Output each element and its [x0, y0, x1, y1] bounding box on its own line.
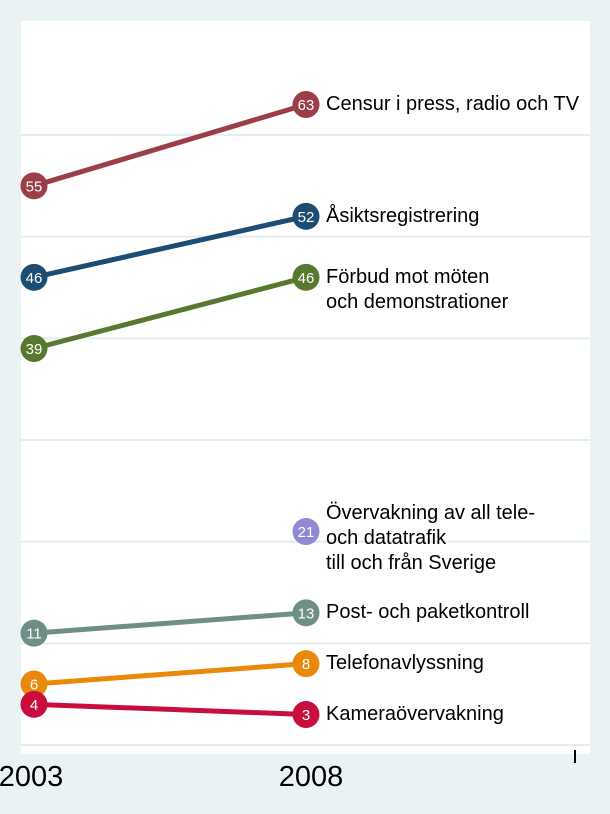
x-axis-tick [574, 750, 576, 763]
data-point-value: 4 [30, 697, 38, 714]
data-point-value: 11 [26, 626, 42, 643]
data-point-2008 [292, 700, 320, 728]
series-label-line: Åsiktsregistrering [326, 204, 480, 227]
series-line [33, 610, 307, 636]
data-point-value: 3 [302, 707, 310, 724]
series-label-line: Telefonavlyssning [326, 652, 484, 675]
series-label-line: och demonstrationer [326, 290, 509, 313]
data-point-value: 6 [30, 676, 38, 693]
data-point-2003 [20, 670, 48, 698]
series-line [33, 102, 307, 189]
data-point-2003 [20, 263, 48, 291]
series-label-line: och datatrafik [326, 526, 447, 549]
data-point-value: 13 [298, 605, 315, 622]
series-label-line: Kameraövervakning [326, 702, 504, 725]
data-point-2008 [292, 90, 320, 118]
data-point-2008 [292, 599, 320, 627]
series-line [33, 274, 307, 351]
data-point-value: 46 [298, 270, 315, 287]
series-label: Post- och paketkontroll [326, 600, 529, 625]
series-label: Censur i press, radio och TV [326, 92, 579, 117]
data-point-2003 [20, 619, 48, 647]
series-label-line: Censur i press, radio och TV [326, 92, 580, 115]
data-point-value: 8 [302, 656, 310, 673]
data-point-2008 [292, 517, 320, 545]
series-label-line: Övervakning av all tele- [326, 501, 535, 524]
data-point-2008 [292, 263, 320, 291]
x-axis-label-2003: 2003 [0, 761, 64, 793]
data-point-2003 [20, 690, 48, 718]
data-point-value: 39 [26, 341, 43, 358]
data-point-value: 63 [298, 97, 315, 114]
series-label: Förbud mot möten och demonstrationer [326, 265, 508, 315]
series-label-line: Förbud mot möten [326, 265, 490, 288]
series-label-line: Post- och paketkontroll [326, 601, 530, 624]
data-point-value: 52 [298, 209, 315, 226]
data-point-value: 21 [298, 524, 315, 541]
series-label: Telefonavlyssning [326, 651, 484, 676]
data-point-value: 55 [26, 178, 43, 195]
data-point-2008 [292, 650, 320, 678]
data-point-2003 [20, 172, 48, 200]
series-label: Övervakning av all tele-och datatrafik ti… [326, 501, 535, 576]
x-axis-label-2008: 2008 [278, 761, 344, 793]
series-label-line: till och från Sverige [326, 551, 497, 574]
data-point-2008 [292, 202, 320, 230]
plot-area [21, 21, 590, 754]
series-line [33, 701, 307, 717]
series-line [33, 661, 307, 687]
data-point-2003 [20, 334, 48, 362]
series-line [33, 213, 307, 280]
series-label: Kameraövervakning [326, 702, 504, 727]
data-point-value: 46 [26, 270, 43, 287]
series-label: Åsiktsregistrering [326, 204, 479, 229]
